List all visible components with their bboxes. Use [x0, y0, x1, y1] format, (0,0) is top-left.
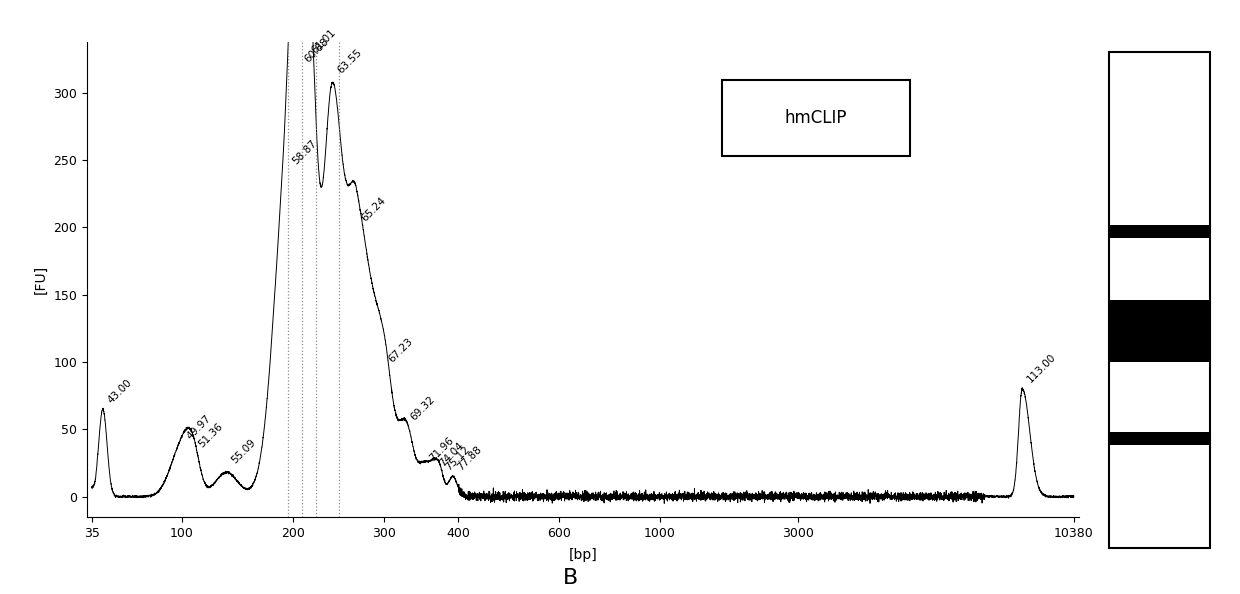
Text: 49.97: 49.97: [185, 413, 213, 441]
Text: 65.24: 65.24: [360, 195, 388, 223]
Text: 51.36: 51.36: [196, 421, 224, 450]
Y-axis label: [FU]: [FU]: [33, 264, 47, 294]
Text: B: B: [563, 568, 578, 588]
Text: hmCLIP: hmCLIP: [785, 109, 847, 127]
Text: 63.55: 63.55: [335, 47, 363, 75]
Text: 69.32: 69.32: [409, 394, 438, 422]
Bar: [1109, 300, 1209, 362]
X-axis label: [bp]: [bp]: [568, 548, 598, 562]
Text: 67.23: 67.23: [387, 336, 415, 365]
Text: 74.04: 74.04: [438, 440, 465, 468]
Text: 77.88: 77.88: [456, 444, 484, 472]
Text: 75.12: 75.12: [443, 444, 471, 472]
Text: 58.87: 58.87: [291, 138, 319, 167]
Text: 61.01: 61.01: [310, 27, 339, 55]
Text: 43.00: 43.00: [105, 377, 134, 405]
Text: 71.96: 71.96: [428, 435, 456, 463]
Bar: [1109, 225, 1209, 238]
Text: 113.00: 113.00: [1025, 352, 1058, 385]
Text: 55.09: 55.09: [229, 438, 258, 466]
FancyBboxPatch shape: [722, 80, 910, 156]
Text: 60.88: 60.88: [303, 36, 331, 65]
Bar: [1109, 432, 1209, 445]
